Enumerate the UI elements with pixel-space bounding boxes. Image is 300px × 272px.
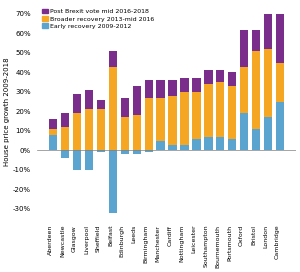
Bar — [97, 109, 105, 150]
Bar — [252, 29, 260, 51]
Bar — [121, 150, 129, 154]
Bar — [145, 150, 153, 152]
Bar — [180, 78, 189, 92]
Bar — [133, 86, 141, 115]
Bar — [73, 94, 81, 113]
Bar — [85, 150, 93, 170]
Bar — [168, 144, 177, 150]
Bar — [204, 137, 212, 150]
Bar — [240, 113, 248, 150]
Bar — [156, 80, 165, 98]
Bar — [85, 109, 93, 150]
Bar — [145, 80, 153, 98]
Bar — [192, 92, 201, 139]
Bar — [264, 117, 272, 150]
Bar — [252, 51, 260, 129]
Bar — [133, 115, 141, 150]
Bar — [49, 135, 57, 150]
Bar — [216, 70, 224, 82]
Bar — [264, 14, 272, 49]
Bar — [204, 84, 212, 137]
Bar — [49, 129, 57, 135]
Bar — [252, 129, 260, 150]
Bar — [204, 70, 212, 84]
Bar — [240, 67, 248, 113]
Bar — [109, 150, 117, 213]
Bar — [133, 150, 141, 154]
Bar — [121, 117, 129, 150]
Bar — [145, 98, 153, 150]
Bar — [240, 29, 248, 67]
Bar — [264, 49, 272, 117]
Bar — [49, 119, 57, 129]
Bar — [180, 92, 189, 144]
Bar — [73, 150, 81, 170]
Bar — [276, 14, 284, 63]
Bar — [61, 113, 69, 127]
Bar — [192, 139, 201, 150]
Bar — [156, 141, 165, 150]
Bar — [216, 137, 224, 150]
Bar — [85, 90, 93, 109]
Bar — [276, 102, 284, 150]
Bar — [61, 127, 69, 150]
Bar — [61, 150, 69, 158]
Bar — [156, 98, 165, 141]
Y-axis label: House price growth 2009-2018: House price growth 2009-2018 — [4, 57, 10, 166]
Bar — [97, 150, 105, 152]
Legend: Post Brexit vote mid 2016-2018, Broader recovery 2013-mid 2016, Early recovery 2: Post Brexit vote mid 2016-2018, Broader … — [40, 7, 156, 30]
Bar — [192, 78, 201, 92]
Bar — [109, 67, 117, 150]
Bar — [180, 144, 189, 150]
Bar — [228, 86, 236, 139]
Bar — [216, 82, 224, 137]
Bar — [73, 113, 81, 150]
Bar — [228, 72, 236, 86]
Bar — [168, 80, 177, 96]
Bar — [228, 139, 236, 150]
Bar — [121, 98, 129, 117]
Bar — [168, 96, 177, 144]
Bar — [97, 100, 105, 109]
Bar — [109, 51, 117, 67]
Bar — [276, 63, 284, 102]
